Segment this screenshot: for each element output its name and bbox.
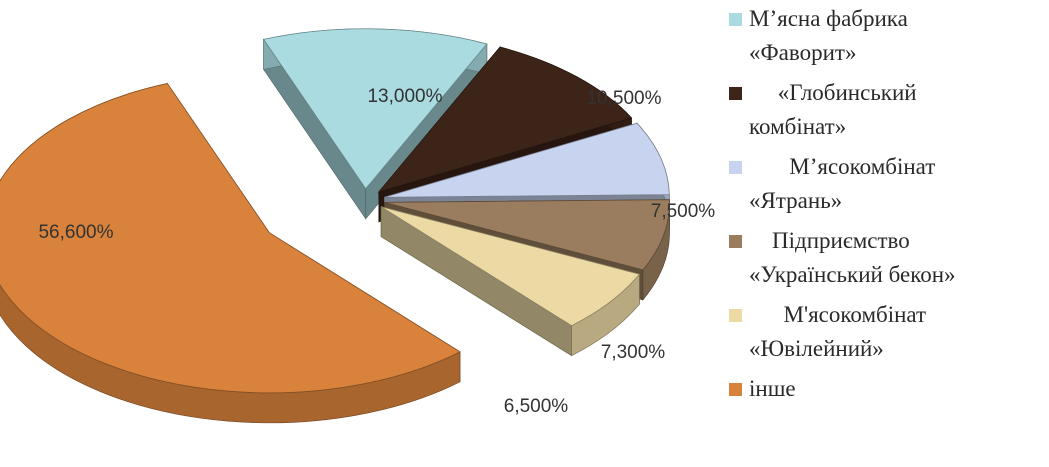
pie-chart: 13,000% 10,500% 7,500% 7,300% 6,500% 56,600% — [0, 28, 716, 424]
data-label-yatran: 7,500% — [651, 201, 716, 222]
data-label-ukrainian-bacon: 7,300% — [601, 342, 666, 363]
data-label-globynskyi: 10,500% — [586, 88, 661, 109]
legend-swatch-globynskyi — [729, 87, 742, 100]
legend-item-favorit: М’ясна фабрика «Фаворит» — [729, 2, 1047, 70]
legend-label-yuvileinyi: М'ясокомбінат «Ювілейний» — [749, 302, 927, 361]
legend-label-other: інше — [749, 376, 796, 401]
legend: М’ясна фабрика «Фаворит» «Глобинський ко… — [729, 2, 1047, 412]
legend-swatch-ukrainian-bacon — [729, 235, 742, 248]
pie-slice-other — [0, 82, 461, 424]
legend-label-ukrainian-bacon: Підприємство «Український бекон» — [749, 228, 956, 287]
legend-swatch-yatran — [729, 161, 742, 174]
legend-item-yuvileinyi: М'ясокомбінат «Ювілейний» — [729, 298, 1047, 366]
legend-item-other: інше — [729, 372, 1047, 406]
legend-item-ukrainian-bacon: Підприємство «Український бекон» — [729, 224, 1047, 292]
legend-label-globynskyi: «Глобинський комбінат» — [749, 80, 917, 139]
pie-slice-yuvileinyi — [380, 206, 641, 357]
legend-item-yatran: М’ясокомбінат «Ятрань» — [729, 150, 1047, 218]
data-label-other: 56,600% — [38, 222, 113, 243]
legend-label-favorit: М’ясна фабрика «Фаворит» — [749, 6, 908, 65]
legend-item-globynskyi: «Глобинський комбінат» — [729, 76, 1047, 144]
legend-swatch-other — [729, 383, 742, 396]
legend-label-yatran: М’ясокомбінат «Ятрань» — [749, 154, 936, 213]
legend-swatch-yuvileinyi — [729, 309, 742, 322]
data-label-favorit: 13,000% — [367, 86, 442, 107]
data-label-yuvileinyi: 6,500% — [504, 396, 569, 417]
legend-swatch-favorit — [729, 13, 742, 26]
